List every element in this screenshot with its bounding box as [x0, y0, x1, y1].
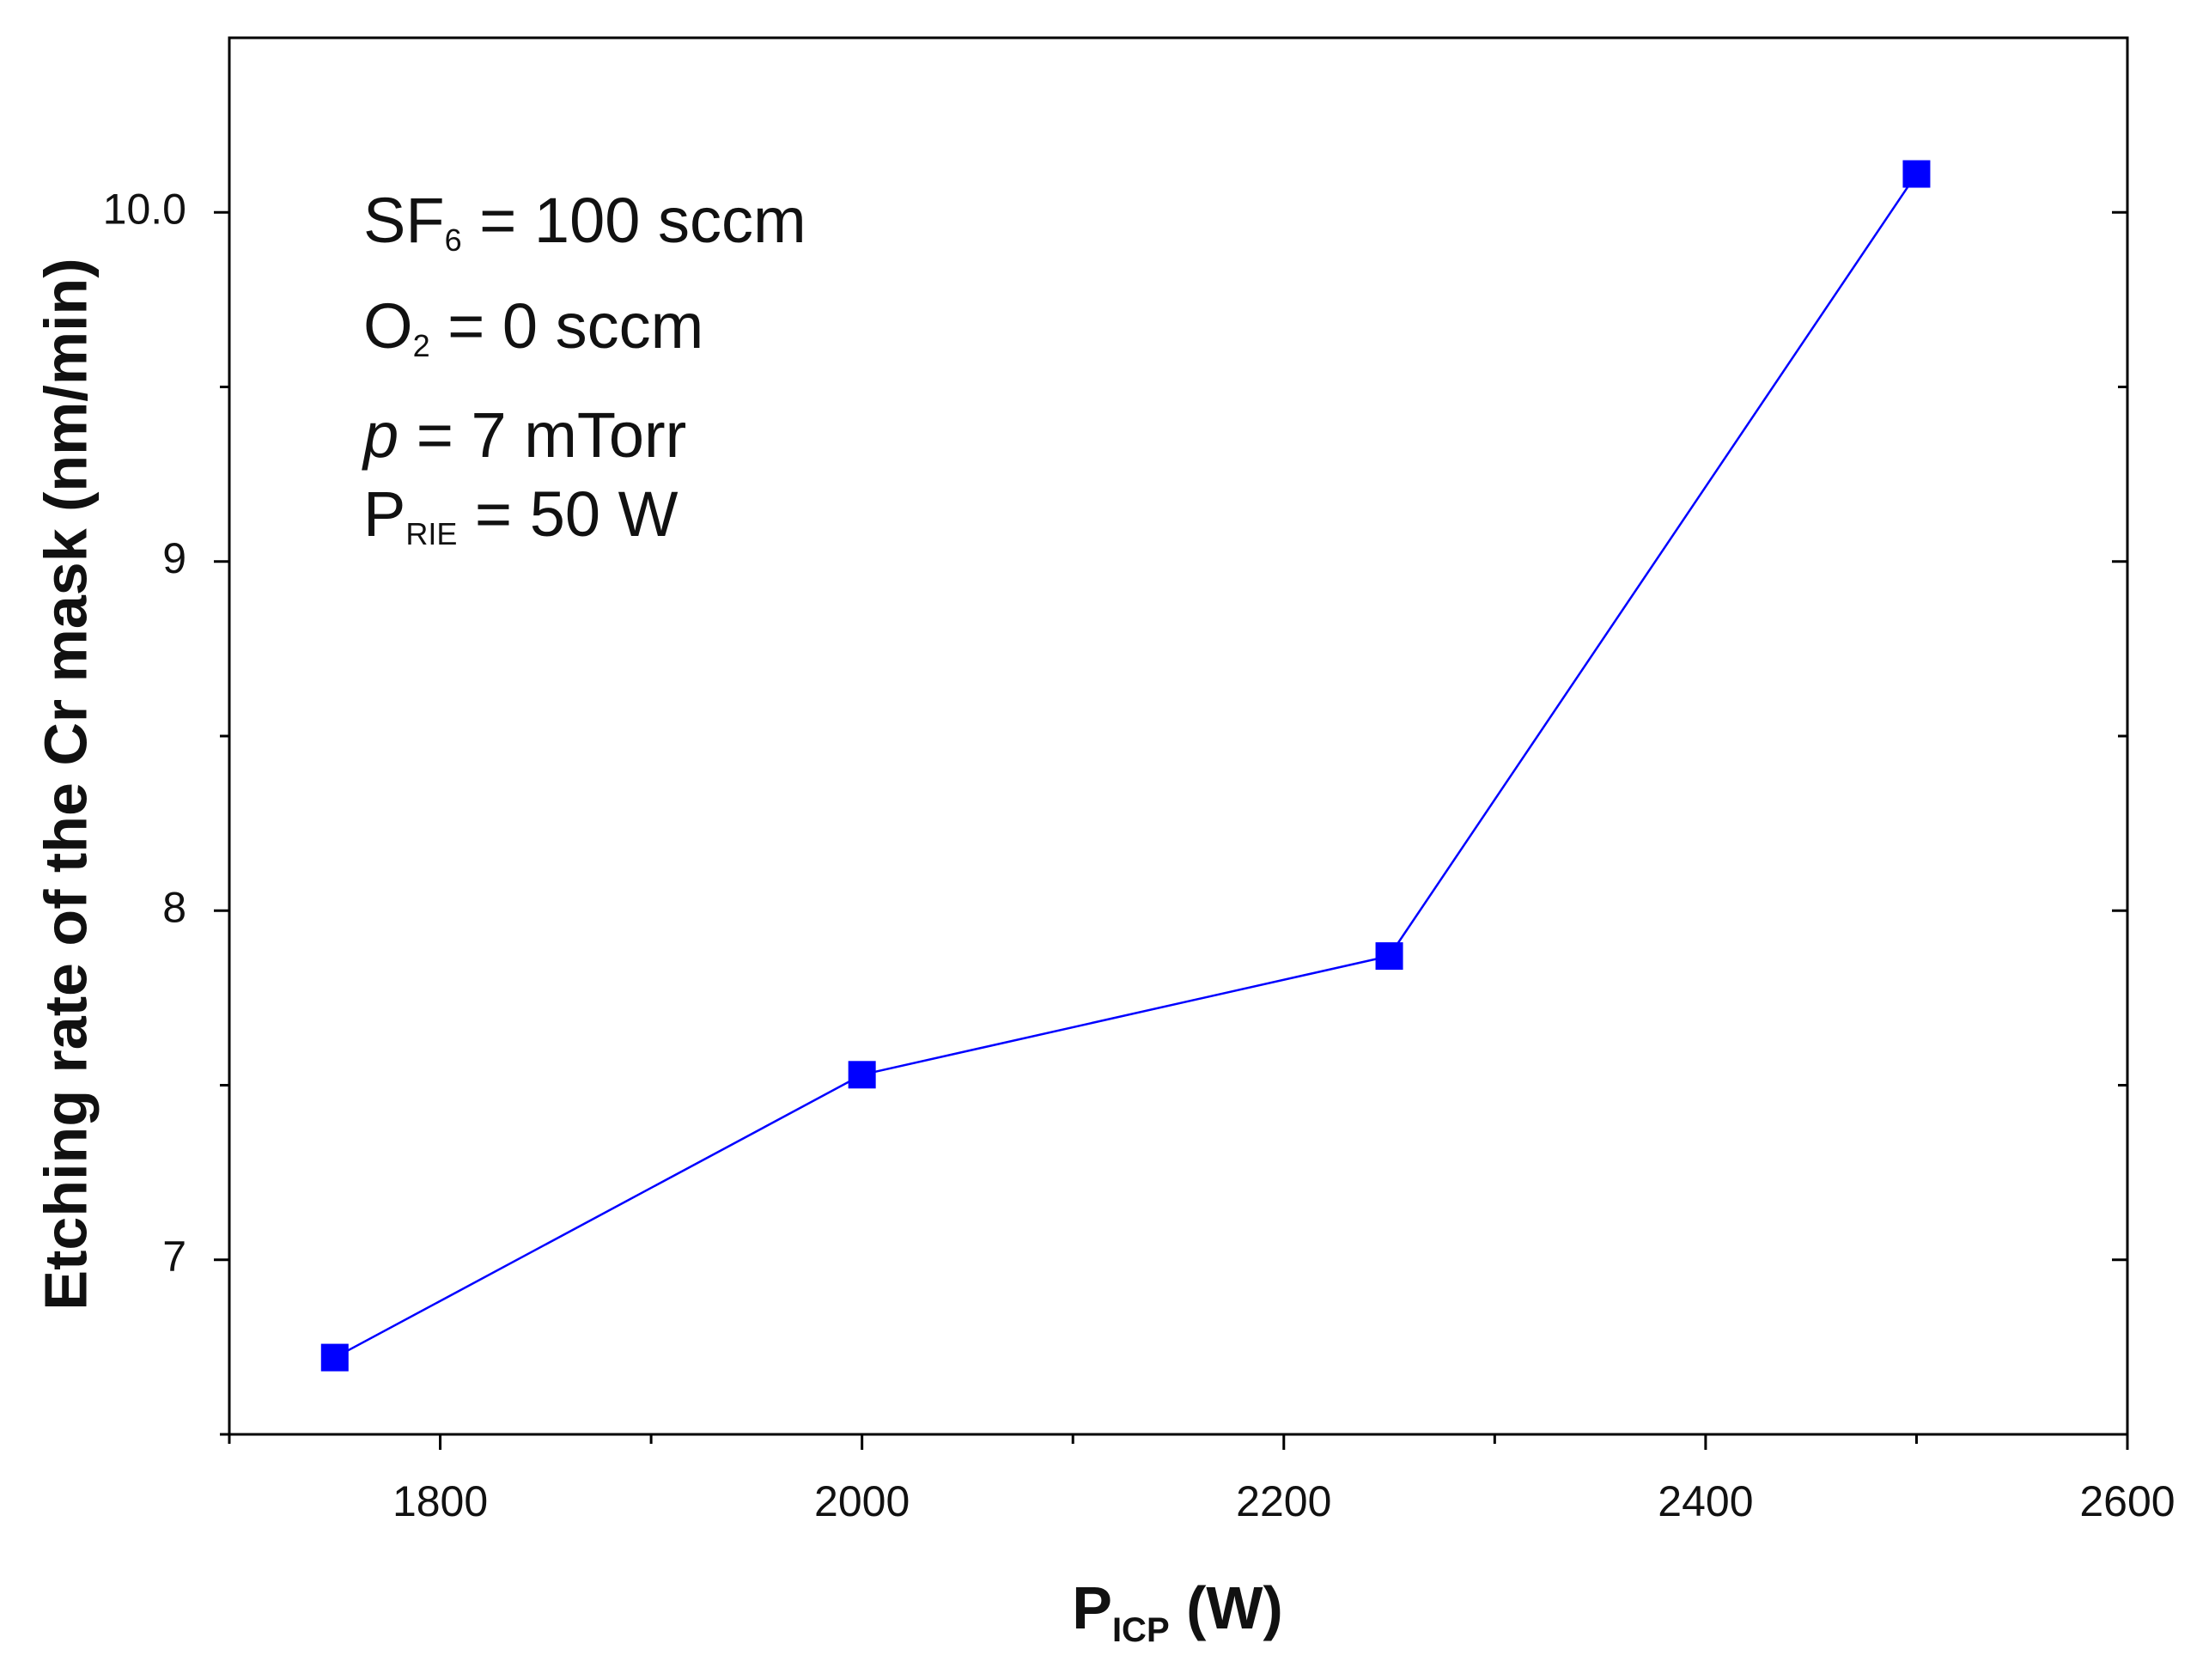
subscript: RIE — [405, 516, 457, 551]
text-part: = 0 sccm — [430, 290, 704, 362]
text-part: = 7 mTorr — [399, 399, 686, 471]
text-part: p — [362, 399, 399, 471]
text-part: P — [363, 478, 405, 550]
y-axis-label: Etching rate of the Cr mask (nm/min) — [32, 258, 99, 1310]
data-point — [848, 1061, 876, 1089]
text-part: P — [1072, 1574, 1112, 1641]
text-part: = 100 sccm — [462, 185, 806, 256]
x-tick-label: 2400 — [1658, 1477, 1753, 1525]
y-tick-label: 8 — [162, 883, 186, 931]
text-part: SF — [363, 185, 445, 256]
annotation: SF6 = 100 sccm — [363, 185, 806, 258]
y-tick-label: 7 — [162, 1233, 186, 1281]
annotation: O2 = 0 sccm — [363, 290, 703, 363]
annotation: p = 7 mTorr — [362, 399, 686, 471]
text-part: = 50 W — [457, 478, 678, 550]
text-part: O — [363, 290, 413, 362]
x-axis-label: PICP (W) — [1072, 1574, 1283, 1648]
data-point — [320, 1343, 349, 1372]
subscript: 2 — [413, 328, 430, 363]
subscript: ICP — [1112, 1611, 1170, 1649]
data-point — [1902, 160, 1931, 188]
x-tick-label: 1800 — [393, 1477, 488, 1525]
y-tick-label: 10.0 — [103, 185, 186, 233]
x-tick-label: 2200 — [1236, 1477, 1331, 1525]
y-tick-label: 9 — [162, 534, 186, 582]
x-tick-label: 2600 — [2079, 1477, 2175, 1525]
subscript: 6 — [445, 222, 462, 258]
data-line — [334, 173, 1918, 1359]
x-tick-label: 2000 — [814, 1477, 910, 1525]
annotation: PRIE = 50 W — [363, 478, 679, 551]
data-point — [1375, 942, 1403, 971]
text-part: (W) — [1170, 1574, 1283, 1641]
